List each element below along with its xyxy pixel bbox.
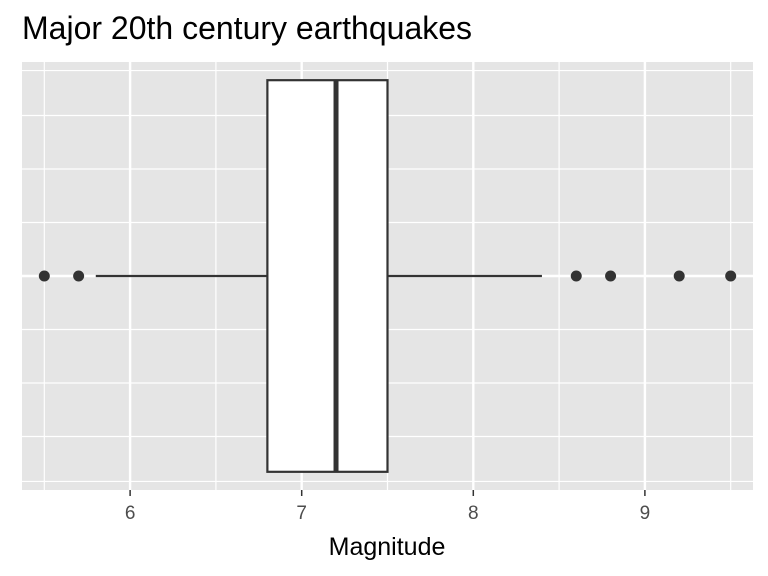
outlier-point	[570, 270, 582, 282]
outlier-point	[73, 270, 85, 282]
x-tick-label: 8	[468, 503, 479, 524]
chart-title: Major 20th century earthquakes	[22, 10, 472, 46]
outlier-points	[38, 270, 737, 282]
x-tick-label: 7	[296, 503, 307, 524]
interquartile-box	[266, 79, 389, 473]
outlier-point	[38, 270, 50, 282]
outlier-point	[673, 270, 685, 282]
box	[266, 79, 389, 473]
outlier-point	[605, 270, 617, 282]
x-tick-label: 9	[640, 503, 651, 524]
outlier-point	[725, 270, 737, 282]
x-axis-title: Magnitude	[329, 533, 446, 561]
x-axis-ticks	[129, 490, 646, 496]
x-tick-label: 6	[125, 503, 136, 524]
x-axis-tick-labels: 6 7 8 9	[125, 503, 650, 524]
